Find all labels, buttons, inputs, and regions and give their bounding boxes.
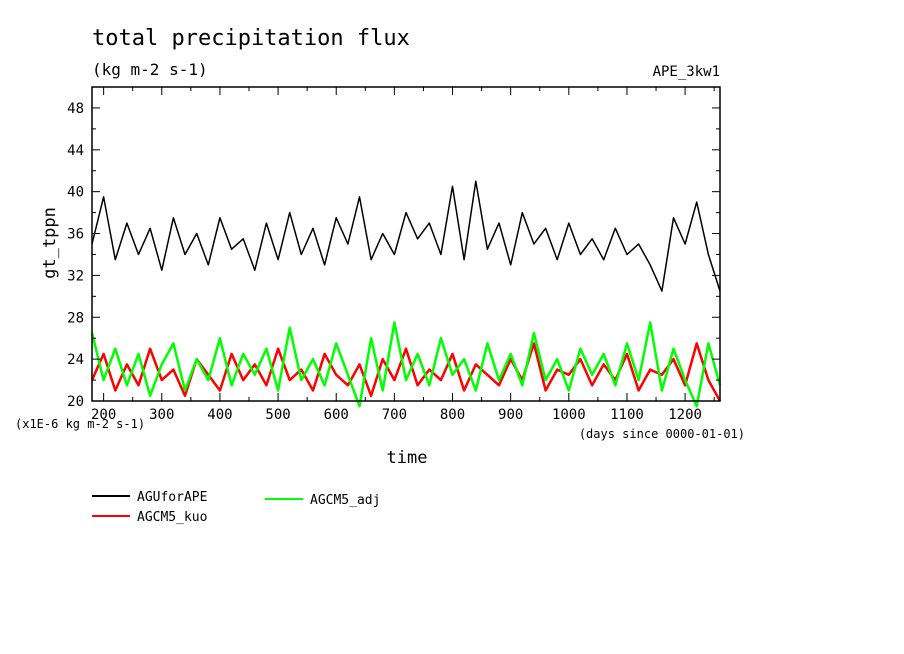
x-axis-label: time [387,448,428,468]
plot-frame [91,86,721,402]
x-tick-label: 800 [440,407,465,423]
legend-label-AGCM5_kuo: AGCM5_kuo [137,510,207,525]
x-tick-label: 200 [91,407,116,423]
series-line-AGCM5_adj [90,321,722,408]
x-tick-label: 600 [324,407,349,423]
x-tick-label: 1100 [610,407,644,423]
y-axis-label: gt_tppn [40,207,60,279]
y-tick-label: 44 [67,143,84,159]
x-tick-label: 400 [207,407,232,423]
axes-layer: 200 300 400 500 600 700 800 900 1000 1100 1200 20 24… [67,87,720,423]
x-tick-label: 900 [498,407,523,423]
x-tick-label: 300 [149,407,174,423]
x-tick-label: 1000 [552,407,586,423]
chart-title: total precipitation flux [92,26,410,51]
y-tick-label: 28 [67,310,84,326]
legend-label-AGCM5_adj: AGCM5_adj [310,493,380,508]
chart-subtitle: (kg m-2 s-1) [92,60,208,79]
x-tick-label: 500 [265,407,290,423]
experiment-label: APE_3kw1 [653,64,720,80]
x-unit-note: (days since 0000-01-01) [579,427,745,441]
y-tick-label: 32 [67,268,84,284]
legend: AGUforAPE AGCM5_kuo AGCM5_adj [92,490,380,525]
y-tick-label: 20 [67,394,84,410]
x-tick-label: 700 [382,407,407,423]
y-tick-label: 48 [67,101,84,117]
series-layer [90,180,722,408]
x-tick-label: 1200 [668,407,702,423]
y-tick-label: 40 [67,185,84,201]
y-tick-label: 36 [67,227,84,243]
legend-label-AGUforAPE: AGUforAPE [137,490,207,505]
y-tick-label: 24 [67,352,84,368]
series-line-AGUforAPE [91,180,721,292]
y-unit-note: (x1E-6 kg m-2 s-1) [15,417,145,431]
